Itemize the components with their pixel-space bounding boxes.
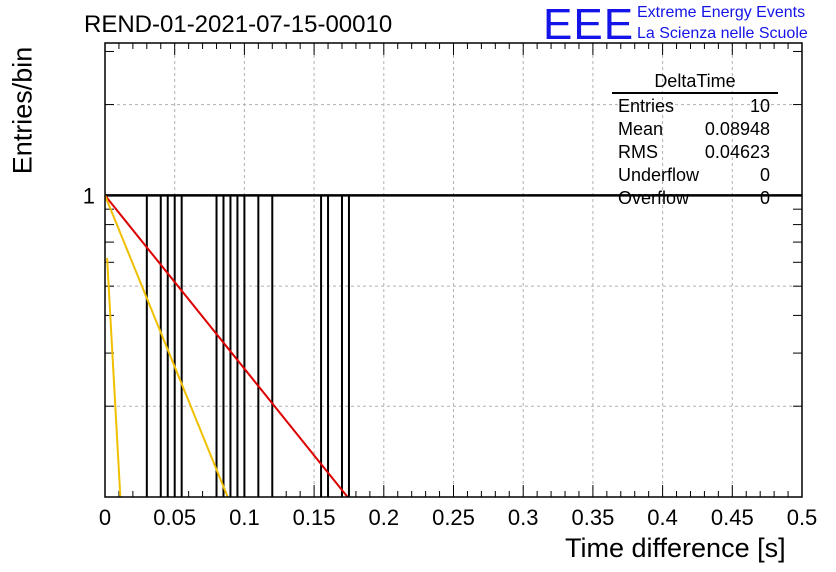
x-tick-label: 0.3 bbox=[508, 505, 539, 530]
stats-label: Underflow bbox=[618, 165, 700, 185]
fit-lines bbox=[104, 194, 349, 498]
stats-row: Entries 10 bbox=[612, 95, 778, 118]
plot-frame bbox=[104, 42, 803, 498]
x-tick-label: 0.15 bbox=[293, 505, 336, 530]
stats-row: Underflow 0 bbox=[612, 164, 778, 187]
stats-label: Mean bbox=[618, 119, 664, 139]
x-tick-label: 0.35 bbox=[571, 505, 614, 530]
x-tick-label: 0 bbox=[99, 505, 111, 530]
x-tick-labels: 0 0.05 0.1 0.15 0.2 0.25 0.3 0.35 0.4 0.45 0.5 bbox=[99, 505, 817, 530]
fit-line bbox=[106, 257, 122, 498]
x-tick-label: 0.1 bbox=[229, 505, 260, 530]
axis-ticks bbox=[104, 43, 803, 497]
y-tick-labels: 1 bbox=[83, 183, 95, 208]
x-tick-label: 0.5 bbox=[787, 505, 818, 530]
histogram-bars bbox=[105, 194, 802, 497]
x-tick-label: 0.4 bbox=[647, 505, 678, 530]
stats-box-title: DeltaTime bbox=[612, 71, 778, 94]
stats-label: Entries bbox=[618, 96, 675, 116]
stats-value: 10 bbox=[749, 96, 770, 116]
y-axis-label: Entries/bin bbox=[7, 46, 38, 175]
stats-label: RMS bbox=[618, 142, 658, 162]
stats-value: 0.08948 bbox=[704, 119, 770, 139]
stats-value: 0 bbox=[759, 165, 770, 185]
fit-line bbox=[104, 194, 229, 498]
fit-line bbox=[104, 194, 349, 498]
x-tick-label: 0.2 bbox=[369, 505, 400, 530]
logo-text-line1: Extreme Energy Events bbox=[637, 4, 806, 21]
y-tick-label: 1 bbox=[83, 183, 95, 208]
x-tick-label: 0.05 bbox=[153, 505, 196, 530]
stats-value: 0 bbox=[759, 188, 770, 208]
stats-label: Overflow bbox=[618, 188, 690, 208]
stats-row: RMS 0.04623 bbox=[612, 141, 778, 164]
stats-box: DeltaTime Entries 10 Mean 0.08948 RMS 0.… bbox=[612, 71, 778, 210]
x-tick-label: 0.45 bbox=[711, 505, 754, 530]
stats-value: 0.04623 bbox=[704, 142, 770, 162]
stats-row: Mean 0.08948 bbox=[612, 118, 778, 141]
x-axis-label: Time difference [s] bbox=[565, 533, 786, 563]
stats-row: Overflow 0 bbox=[612, 187, 778, 210]
x-tick-label: 0.25 bbox=[432, 505, 475, 530]
eee-logo-mark: EEE bbox=[543, 0, 635, 49]
chart-title: REND-01-2021-07-15-00010 bbox=[84, 11, 393, 38]
logo-text-line2: La Scienza nelle Scuole bbox=[637, 25, 808, 42]
